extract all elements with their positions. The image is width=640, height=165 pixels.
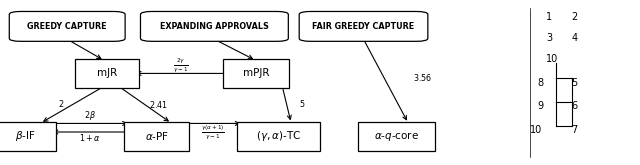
- Text: EXPANDING APPROVALS: EXPANDING APPROVALS: [160, 22, 269, 31]
- Text: 6: 6: [572, 101, 578, 111]
- FancyBboxPatch shape: [237, 122, 320, 150]
- Text: 1: 1: [546, 12, 552, 22]
- Text: 10: 10: [530, 125, 543, 135]
- FancyBboxPatch shape: [10, 12, 125, 41]
- Text: $1+\alpha$: $1+\alpha$: [79, 132, 101, 143]
- Text: mPJR: mPJR: [243, 68, 269, 78]
- Text: $5$: $5$: [299, 99, 305, 109]
- Text: $(\gamma,\alpha)$-TC: $(\gamma,\alpha)$-TC: [256, 129, 301, 143]
- FancyBboxPatch shape: [0, 122, 56, 150]
- Text: $\beta$-IF: $\beta$-IF: [15, 129, 36, 143]
- Text: 4: 4: [572, 33, 578, 43]
- Text: 2: 2: [572, 12, 578, 22]
- Text: $\frac{\gamma(\alpha+1)}{\gamma-1}$: $\frac{\gamma(\alpha+1)}{\gamma-1}$: [201, 124, 225, 142]
- Text: FAIR GREEDY CAPTURE: FAIR GREEDY CAPTURE: [312, 22, 415, 31]
- Text: $2.41$: $2.41$: [149, 99, 168, 110]
- Text: $2$: $2$: [58, 98, 65, 109]
- Text: mJR: mJR: [97, 68, 117, 78]
- Text: $2\beta$: $2\beta$: [84, 109, 96, 122]
- FancyBboxPatch shape: [124, 122, 189, 150]
- Text: $\alpha$-PF: $\alpha$-PF: [145, 130, 169, 142]
- Text: 8: 8: [538, 78, 544, 87]
- Text: $3.56$: $3.56$: [413, 72, 432, 83]
- Text: 7: 7: [572, 125, 578, 135]
- FancyBboxPatch shape: [223, 59, 289, 88]
- FancyBboxPatch shape: [299, 12, 428, 41]
- Text: 5: 5: [572, 78, 578, 87]
- Text: 9: 9: [538, 101, 544, 111]
- FancyBboxPatch shape: [358, 122, 435, 150]
- FancyBboxPatch shape: [75, 59, 139, 88]
- Text: 3: 3: [546, 33, 552, 43]
- Text: $\frac{2\gamma}{\gamma-1}$: $\frac{2\gamma}{\gamma-1}$: [173, 57, 188, 76]
- FancyBboxPatch shape: [141, 12, 288, 41]
- Text: $\alpha$-$q$-core: $\alpha$-$q$-core: [374, 130, 419, 143]
- Text: 10: 10: [545, 54, 558, 64]
- Text: GREEDY CAPTURE: GREEDY CAPTURE: [28, 22, 107, 31]
